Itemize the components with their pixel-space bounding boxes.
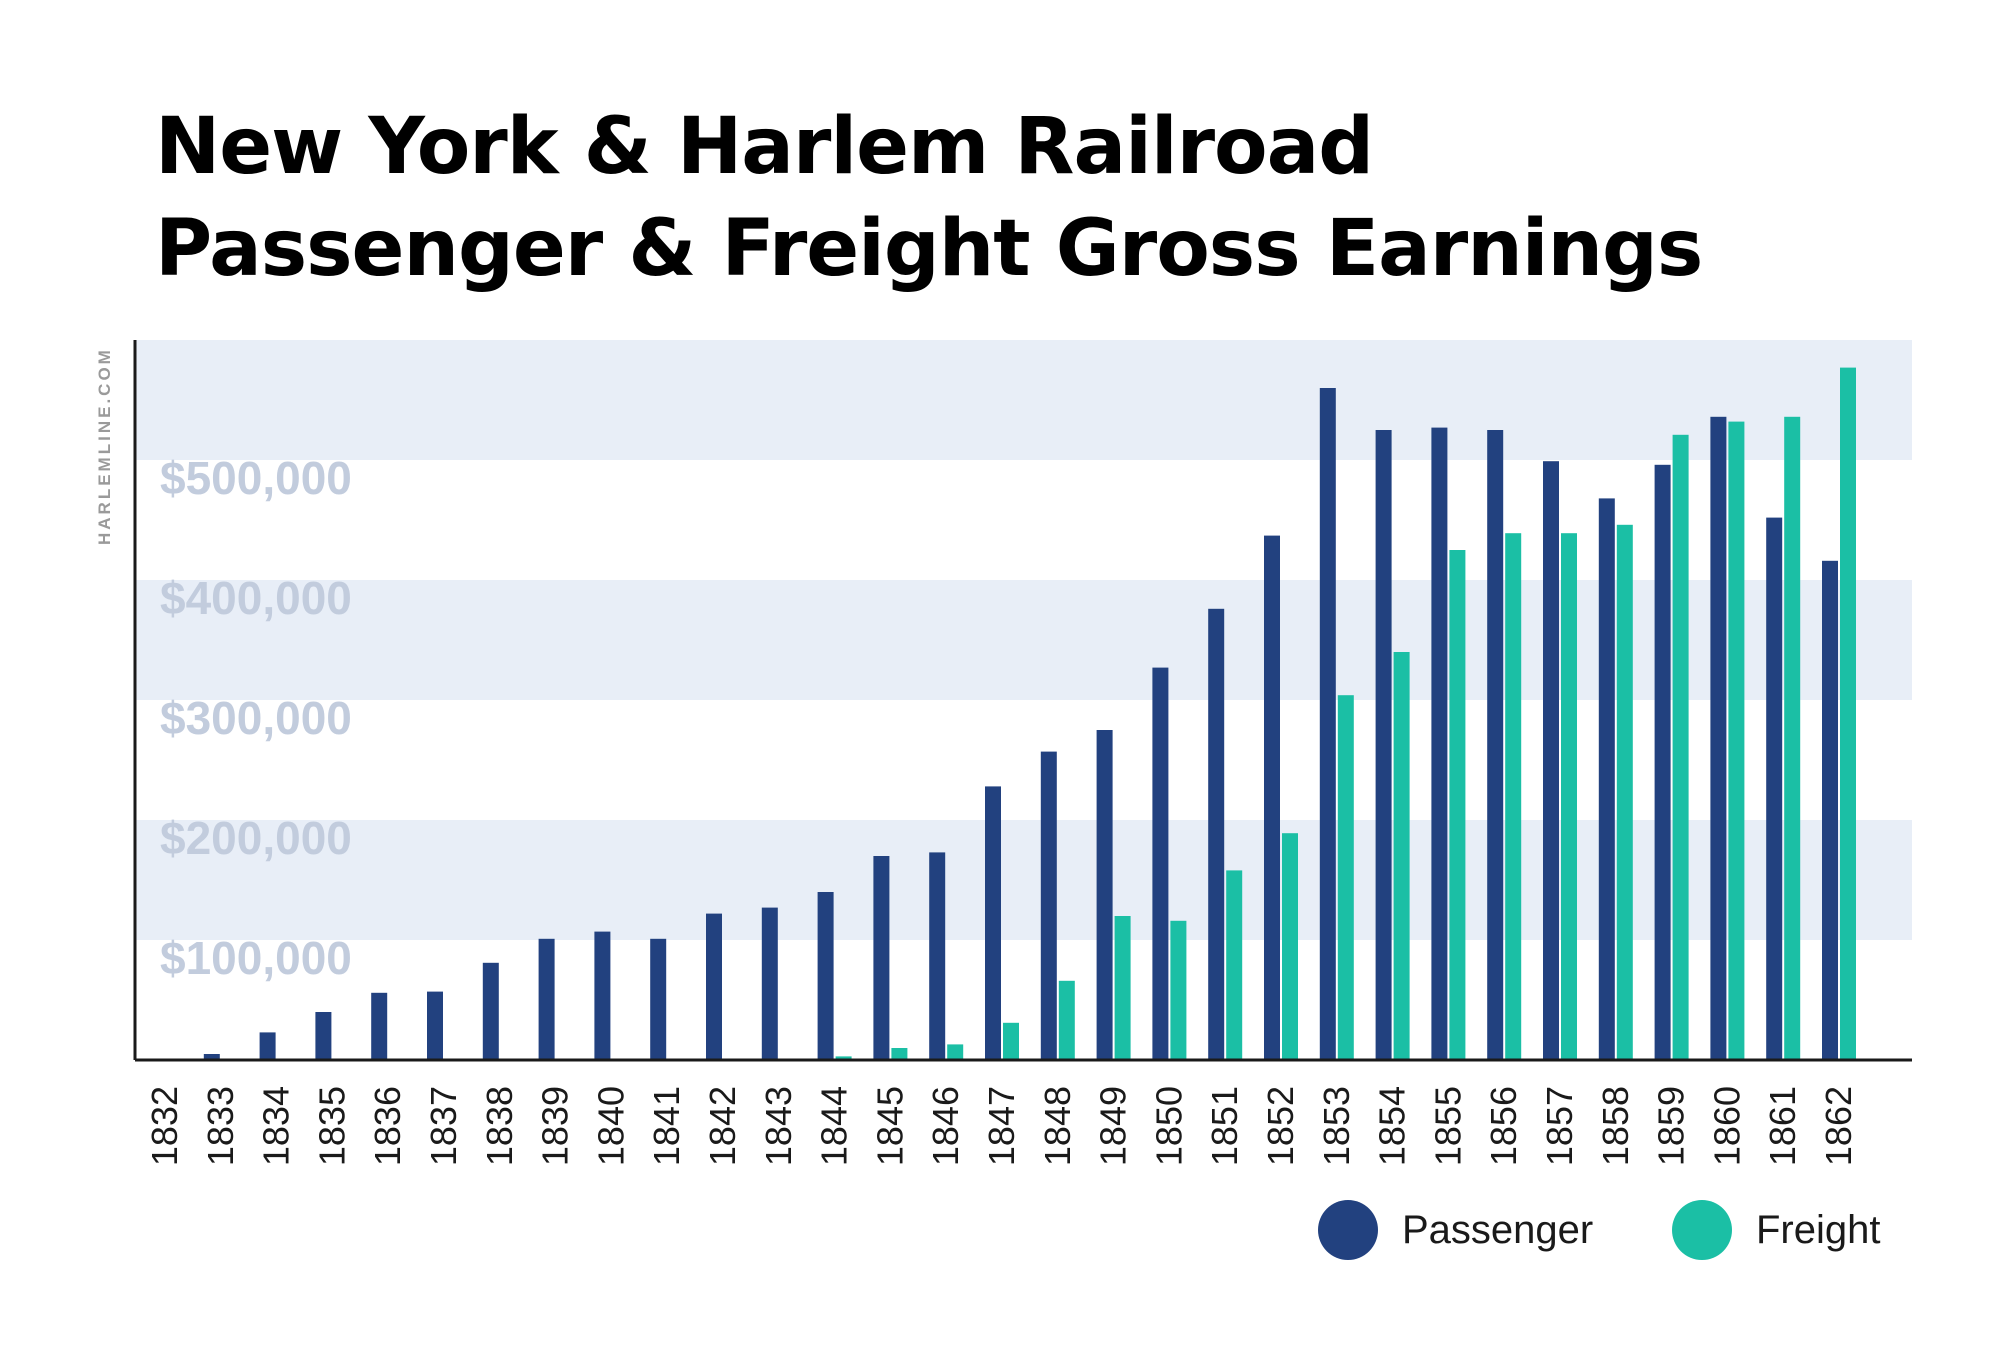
legend-swatch-passenger <box>1318 1200 1378 1260</box>
bar-freight-1851 <box>1226 870 1243 1060</box>
bar-passenger-1854 <box>1375 430 1392 1060</box>
x-tick-label: 1848 <box>1037 1086 1078 1166</box>
bar-passenger-1853 <box>1319 388 1336 1060</box>
bar-freight-1847 <box>1003 1022 1019 1060</box>
bar-passenger-1847 <box>985 786 1001 1060</box>
bar-passenger-1856 <box>1487 430 1504 1060</box>
y-tick-label: $100,000 <box>160 932 352 984</box>
x-tick-label: 1834 <box>256 1086 297 1166</box>
legend-label-passenger: Passenger <box>1402 1207 1594 1252</box>
x-tick-label: 1850 <box>1148 1086 1189 1166</box>
x-tick-label: 1861 <box>1762 1086 1803 1166</box>
bar-freight-1850 <box>1170 920 1187 1060</box>
bar-passenger-1851 <box>1208 608 1225 1060</box>
grid-band-2 <box>135 820 1912 940</box>
x-tick-label: 1844 <box>814 1086 855 1166</box>
bar-freight-1854 <box>1393 652 1410 1060</box>
bar-passenger-1833 <box>203 1054 220 1060</box>
bar-passenger-1850 <box>1152 667 1169 1060</box>
bar-freight-1859 <box>1672 434 1689 1060</box>
bar-freight-1855 <box>1449 550 1466 1060</box>
x-tick-label: 1838 <box>479 1086 520 1166</box>
bar-freight-1856 <box>1505 533 1522 1060</box>
x-tick-label: 1860 <box>1706 1086 1747 1166</box>
x-tick-label: 1858 <box>1595 1086 1636 1166</box>
bar-passenger-1861 <box>1766 517 1783 1060</box>
x-tick-label: 1841 <box>646 1086 687 1166</box>
bar-passenger-1839 <box>538 938 555 1060</box>
legend-swatch-freight <box>1672 1200 1732 1260</box>
bar-freight-1848 <box>1058 980 1075 1060</box>
bar-passenger-1859 <box>1654 464 1671 1060</box>
x-tick-label: 1840 <box>590 1086 631 1166</box>
y-tick-label: $200,000 <box>160 812 352 864</box>
x-tick-label: 1857 <box>1539 1086 1580 1166</box>
bar-passenger-1842 <box>706 913 722 1060</box>
x-tick-label: 1847 <box>981 1086 1022 1166</box>
x-tick-label: 1852 <box>1260 1086 1301 1166</box>
x-tick-label: 1845 <box>869 1086 910 1166</box>
x-tick-label: 1854 <box>1372 1086 1413 1166</box>
bar-passenger-1836 <box>371 992 388 1060</box>
x-tick-label: 1833 <box>200 1086 241 1166</box>
bar-freight-1861 <box>1784 416 1801 1060</box>
bar-passenger-1844 <box>817 892 834 1060</box>
bar-passenger-1857 <box>1543 461 1559 1060</box>
x-tick-label: 1853 <box>1316 1086 1357 1166</box>
x-tick-label: 1859 <box>1651 1086 1692 1166</box>
x-tick-label: 1851 <box>1204 1086 1245 1166</box>
bar-passenger-1840 <box>594 931 611 1060</box>
x-tick-label: 1839 <box>535 1086 576 1166</box>
x-tick-label: 1832 <box>144 1086 185 1166</box>
bar-freight-1858 <box>1616 524 1633 1060</box>
bar-freight-1860 <box>1728 421 1745 1061</box>
chart-title-line-1: New York & Harlem Railroad <box>155 102 1374 192</box>
x-tick-label: 1837 <box>423 1086 464 1166</box>
bar-passenger-1862 <box>1822 560 1838 1060</box>
x-tick-label: 1862 <box>1818 1086 1859 1166</box>
bar-passenger-1835 <box>315 1012 332 1060</box>
bar-passenger-1843 <box>761 907 778 1060</box>
x-tick-label: 1842 <box>702 1086 743 1166</box>
bar-passenger-1849 <box>1096 730 1113 1060</box>
chart-title: New York & Harlem Railroad Passenger & F… <box>155 96 1703 300</box>
y-tick-label: $500,000 <box>160 452 352 504</box>
legend-item-freight: Freight <box>1672 1198 1881 1262</box>
bar-freight-1857 <box>1561 533 1577 1060</box>
bar-passenger-1834 <box>259 1032 276 1060</box>
bar-passenger-1855 <box>1431 427 1448 1061</box>
bar-freight-1852 <box>1282 833 1298 1060</box>
x-tick-label: 1856 <box>1483 1086 1524 1166</box>
legend-label-freight: Freight <box>1756 1207 1881 1252</box>
bar-passenger-1838 <box>482 962 499 1060</box>
chart-title-line-2: Passenger & Freight Gross Earnings <box>155 204 1703 294</box>
bar-freight-1849 <box>1114 916 1131 1060</box>
bar-passenger-1841 <box>650 938 667 1060</box>
bar-freight-1862 <box>1840 367 1856 1061</box>
grid-band-1 <box>135 580 1912 700</box>
bar-passenger-1845 <box>873 856 890 1060</box>
x-tick-label: 1835 <box>311 1086 352 1166</box>
bar-passenger-1848 <box>1040 751 1057 1060</box>
x-tick-label: 1849 <box>1093 1086 1134 1166</box>
x-tick-label: 1843 <box>758 1086 799 1166</box>
x-tick-label: 1836 <box>367 1086 408 1166</box>
bar-freight-1846 <box>947 1044 964 1060</box>
bar-passenger-1860 <box>1710 416 1727 1060</box>
bar-freight-1853 <box>1337 695 1354 1060</box>
grid-band-0 <box>135 340 1912 460</box>
legend-item-passenger: Passenger <box>1318 1198 1593 1262</box>
x-tick-label: 1846 <box>925 1086 966 1166</box>
bar-passenger-1852 <box>1264 535 1280 1060</box>
y-tick-label: $300,000 <box>160 692 352 744</box>
y-tick-label: $400,000 <box>160 572 352 624</box>
bar-freight-1845 <box>891 1048 908 1060</box>
bar-passenger-1837 <box>427 991 443 1060</box>
bar-passenger-1846 <box>929 852 946 1060</box>
x-tick-label: 1855 <box>1427 1086 1468 1166</box>
bar-freight-1844 <box>835 1056 852 1060</box>
bar-passenger-1858 <box>1598 498 1615 1060</box>
